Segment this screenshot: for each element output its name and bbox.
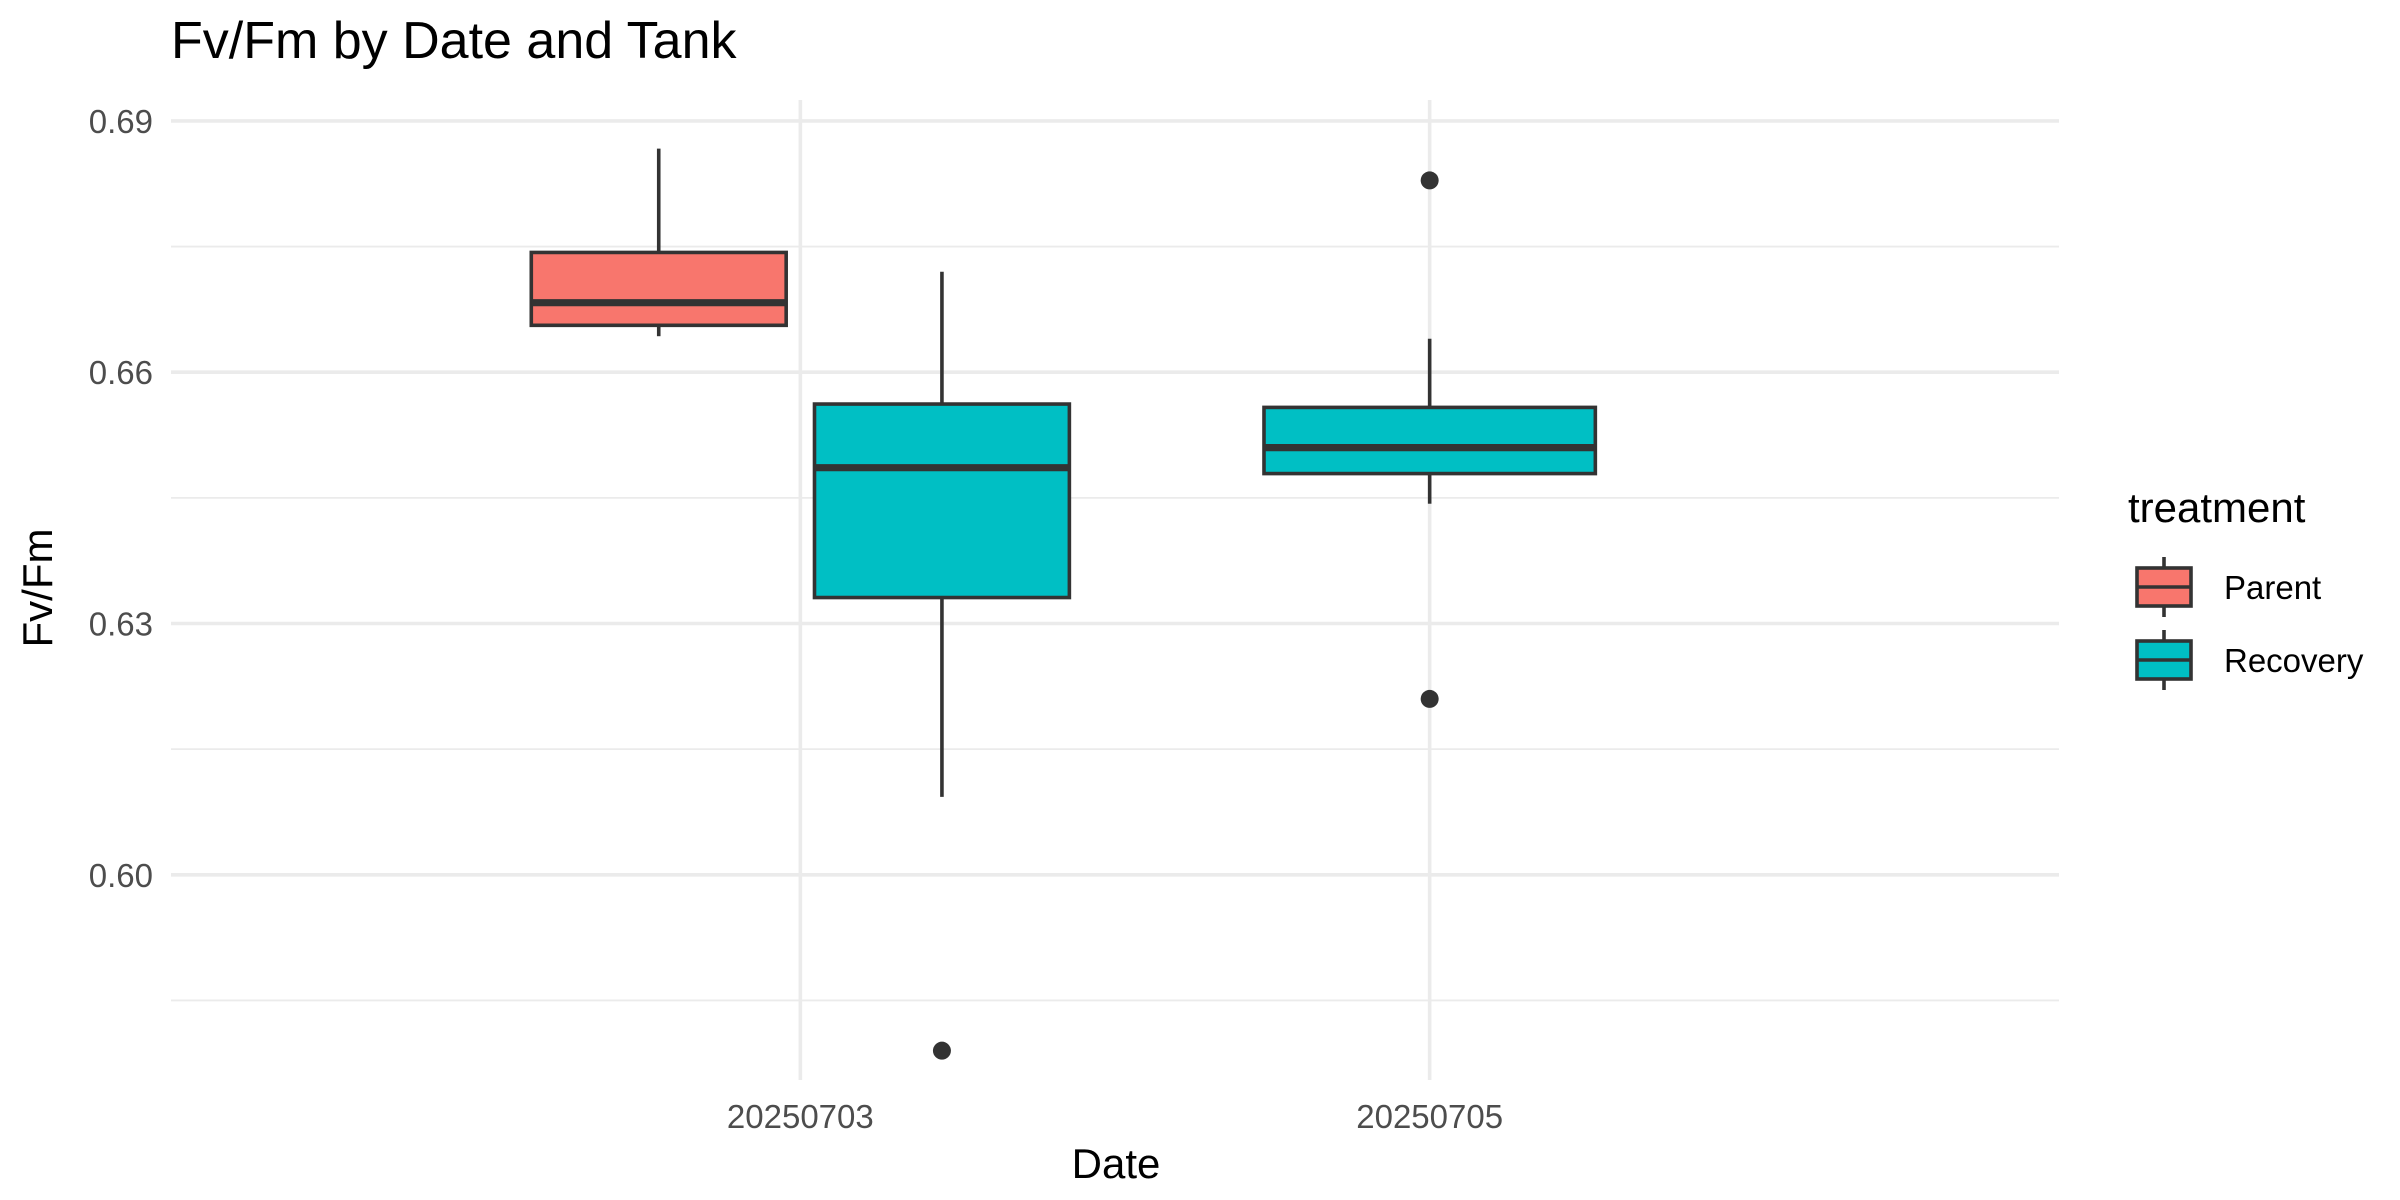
box-body [529, 250, 788, 328]
legend-title: treatment [2128, 484, 2306, 531]
y-axis-title: Fv/Fm [14, 529, 61, 648]
y-tick-label: 0.63 [89, 606, 153, 643]
outlier-point [932, 1041, 951, 1060]
x-axis-title: Date [1072, 1140, 1161, 1187]
axis-layer: Fv/Fm by Date and Tank Date Fv/Fm 0.60 0.… [14, 12, 1503, 1187]
box-recovery-20250703 [812, 271, 1072, 1060]
grid-layer [171, 100, 2059, 1080]
x-tick-label: 20250703 [727, 1098, 874, 1135]
chart-title: Fv/Fm by Date and Tank [171, 12, 738, 70]
outlier-point [1420, 689, 1439, 708]
box-parent-20250703 [529, 148, 788, 337]
y-tick-label: 0.66 [89, 354, 153, 391]
legend-label: Parent [2224, 569, 2321, 606]
y-tick-label: 0.69 [89, 103, 153, 140]
outlier-point [1420, 171, 1439, 190]
x-tick-label: 20250705 [1356, 1098, 1503, 1135]
legend: treatment Parent Recovery [2128, 484, 2364, 690]
legend-item-parent: Parent [2135, 557, 2321, 617]
box-body [1262, 405, 1598, 476]
legend-item-recovery: Recovery [2135, 630, 2364, 690]
box-layer [529, 148, 1598, 1060]
box-body [812, 402, 1072, 600]
y-tick-label: 0.60 [89, 857, 153, 894]
legend-label: Recovery [2224, 642, 2364, 679]
box-recovery-20250705 [1262, 171, 1598, 708]
